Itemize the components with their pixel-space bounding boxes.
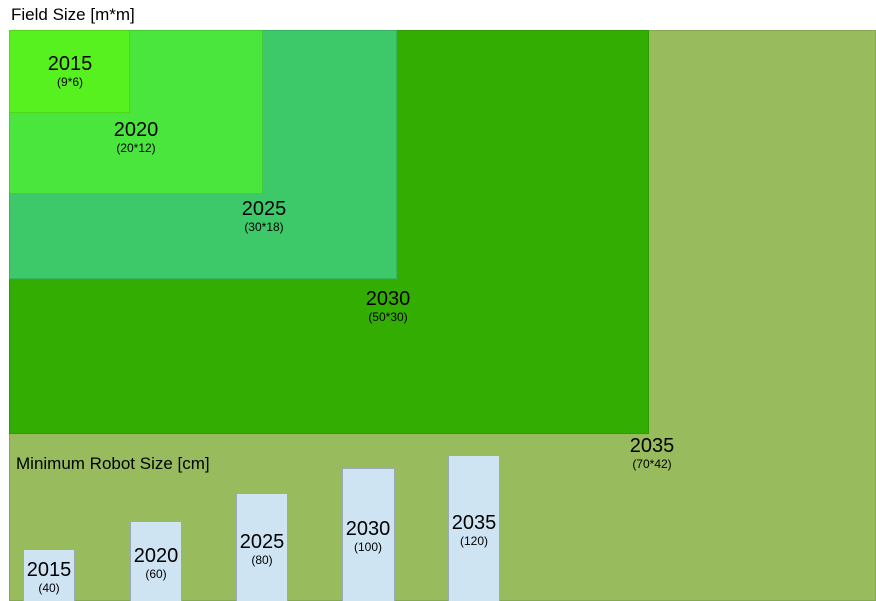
field-dims-2025: (30*18) bbox=[244, 220, 284, 234]
robot-year-2025: 2025 bbox=[239, 531, 285, 553]
field-label-2035: 2035 (70*42) bbox=[630, 435, 675, 471]
robot-bar-2025 bbox=[236, 493, 288, 601]
robot-label-2020: 2020 (60) bbox=[134, 545, 179, 581]
field-label-2020: 2020 (20*12) bbox=[114, 119, 159, 155]
robot-year-2030: 2030 bbox=[345, 518, 391, 540]
robot-size-title: Minimum Robot Size [cm] bbox=[16, 454, 210, 473]
field-year-2020: 2020 bbox=[113, 119, 159, 141]
robot-year-2015: 2015 bbox=[26, 559, 72, 581]
robot-value-2025: (80) bbox=[251, 553, 273, 567]
field-dims-2020: (20*12) bbox=[116, 141, 156, 155]
robot-label-2030: 2030 (100) bbox=[346, 518, 391, 554]
robot-bar-2030 bbox=[342, 468, 395, 601]
field-year-2035: 2035 bbox=[629, 435, 675, 457]
field-year-2015: 2015 bbox=[47, 53, 93, 75]
field-dims-2035: (70*42) bbox=[632, 457, 672, 471]
field-label-2030: 2030 (50*30) bbox=[366, 288, 411, 324]
robot-value-2030: (100) bbox=[353, 540, 382, 554]
robot-label-2035: 2035 (120) bbox=[452, 512, 497, 548]
robot-label-2015: 2015 (40) bbox=[27, 559, 72, 595]
robot-year-2020: 2020 bbox=[133, 545, 179, 567]
robot-value-2020: (60) bbox=[145, 567, 167, 581]
robot-value-2035: (120) bbox=[459, 534, 488, 548]
field-year-2025: 2025 bbox=[241, 198, 287, 220]
robot-bar-2035 bbox=[448, 455, 500, 601]
field-dims-2015: (9*6) bbox=[56, 75, 83, 89]
field-label-2025: 2025 (30*18) bbox=[242, 198, 287, 234]
robot-bar-2020 bbox=[130, 521, 182, 601]
robot-label-2025: 2025 (80) bbox=[240, 531, 285, 567]
field-label-2015: 2015 (9*6) bbox=[48, 53, 93, 89]
field-size-title: Field Size [m*m] bbox=[11, 5, 135, 24]
field-area-2015 bbox=[9, 30, 130, 113]
field-year-2030: 2030 bbox=[365, 288, 411, 310]
field-dims-2030: (50*30) bbox=[368, 310, 408, 324]
robot-bar-2015 bbox=[23, 549, 75, 601]
robot-year-2035: 2035 bbox=[451, 512, 497, 534]
robot-value-2015: (40) bbox=[38, 581, 60, 595]
